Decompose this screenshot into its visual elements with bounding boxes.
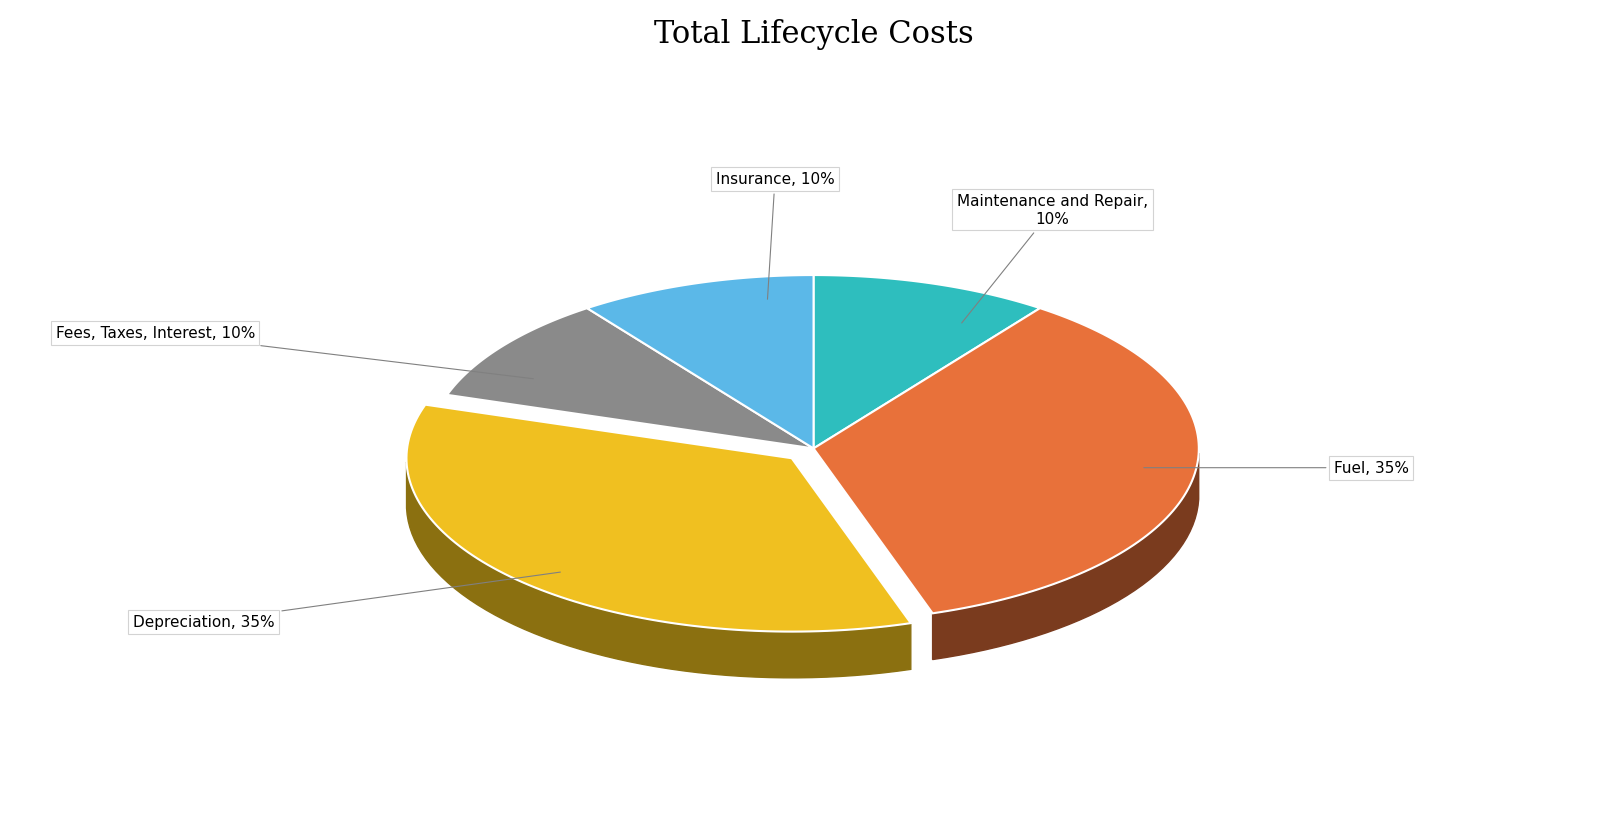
Polygon shape (406, 462, 911, 678)
Title: Total Lifecycle Costs: Total Lifecycle Costs (654, 19, 973, 51)
Text: Fuel, 35%: Fuel, 35% (1144, 460, 1409, 475)
Polygon shape (406, 405, 911, 632)
Text: Insurance, 10%: Insurance, 10% (716, 172, 834, 300)
Polygon shape (813, 309, 1198, 614)
Polygon shape (447, 309, 813, 449)
Text: Fees, Taxes, Interest, 10%: Fees, Taxes, Interest, 10% (56, 326, 534, 379)
Polygon shape (813, 276, 1040, 449)
Polygon shape (933, 454, 1198, 660)
Text: Depreciation, 35%: Depreciation, 35% (133, 572, 561, 629)
Polygon shape (586, 276, 813, 449)
Text: Maintenance and Repair,
10%: Maintenance and Repair, 10% (957, 194, 1147, 324)
